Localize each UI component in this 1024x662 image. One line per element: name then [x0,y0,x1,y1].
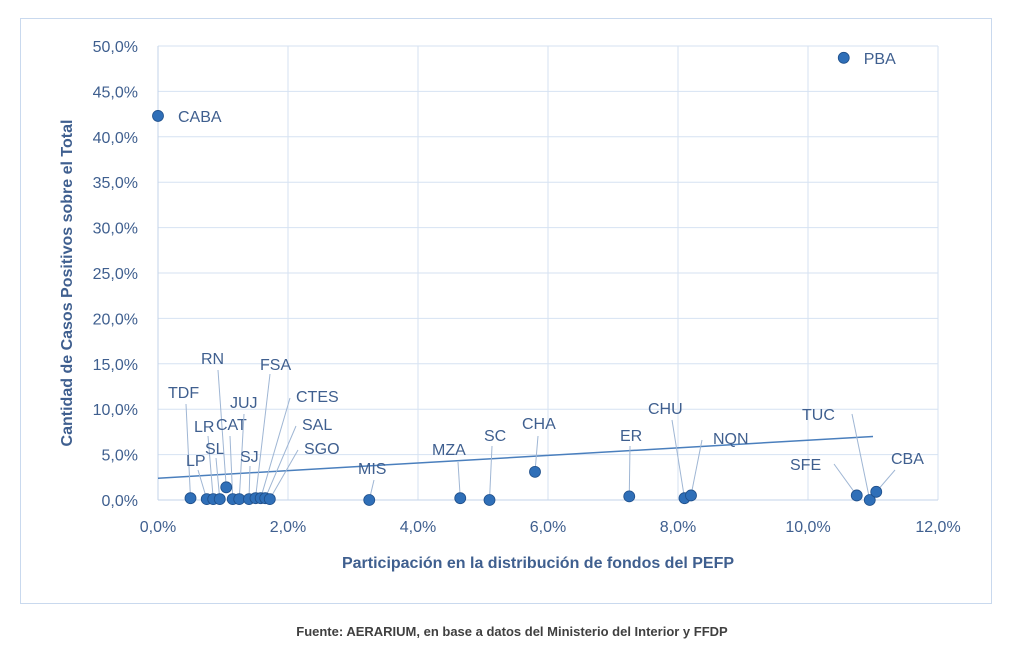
data-point-tdf [184,492,197,505]
data-point-cba [870,485,883,498]
y-tick-label: 40,0% [93,130,138,147]
x-tick-label: 8,0% [660,519,696,536]
trendline [157,435,874,479]
y-tick-label: 20,0% [93,311,138,328]
leader-line-er [628,445,631,497]
leader-line-nqn [690,439,703,496]
data-label-lr: LR [194,419,214,436]
data-point-cha [529,465,541,478]
source-note: Fuente: AERARIUM, en base a datos del Mi… [296,624,728,639]
y-tick-label: 10,0% [93,402,138,419]
y-tick-label: 5,0% [102,448,138,465]
data-label-sfe: SFE [790,457,821,474]
data-point-mza [454,492,467,505]
data-point-mis [363,494,376,506]
leader-line-juj [238,413,245,500]
data-label-cba: CBA [891,451,924,468]
data-label-sj: SJ [240,449,259,466]
data-label-nqn: NQN [713,431,749,448]
data-point-pba [837,51,850,64]
y-tick-label: 50,0% [93,39,138,56]
y-tick-label: 0,0% [102,493,138,510]
x-tick-label: 12,0% [915,519,960,536]
leader-line-rn [217,369,227,488]
data-point-caba [152,110,164,122]
leader-line-cat [229,435,234,500]
leader-line-ctes [260,397,291,499]
leader-line-mza [457,461,461,499]
x-tick-label: 4,0% [400,519,436,536]
leader-line-cha [534,435,539,472]
data-label-er: ER [620,428,642,445]
data-label-mis: MIS [358,461,386,478]
leader-line-sgo [269,449,299,500]
data-point-sc [483,494,496,506]
data-label-sc: SC [484,428,506,445]
x-tick-label: 2,0% [270,519,306,536]
data-label-juj: JUJ [230,395,258,412]
data-label-tuc: TUC [802,407,835,424]
data-label-lp: LP [186,453,206,470]
data-label-mza: MZA [432,442,466,459]
y-tick-label: 30,0% [93,221,138,238]
data-label-cha: CHA [522,416,556,433]
leader-line-sal [264,425,297,499]
data-point-sfe [850,489,863,502]
chart-frame [20,18,992,604]
x-tick-label: 0,0% [140,519,176,536]
data-label-sal: SAL [302,417,332,434]
data-label-ctes: CTES [296,389,339,406]
data-point-sgo [263,493,276,505]
x-tick-label: 10,0% [785,519,830,536]
leader-line-fsa [255,373,271,499]
data-label-caba: CABA [178,109,222,126]
y-tick-label: 15,0% [93,357,138,374]
leader-line-sfe [833,463,858,496]
y-tick-label: 35,0% [93,175,138,192]
data-label-cat: CAT [216,417,247,434]
data-point-nqn [685,489,697,502]
data-point-tuc [863,494,876,506]
data-point-sl [213,493,226,505]
data-label-pba: PBA [864,51,896,68]
y-axis-title: Cantidad de Casos Positivos sobre el Tot… [59,120,76,447]
y-tick-label: 25,0% [93,266,138,283]
data-point-er [623,490,636,503]
data-point-rn [220,481,233,494]
leader-line-lr [207,435,214,500]
data-label-rn: RN [201,351,224,368]
leader-line-sc [489,445,493,501]
leader-line-sl [215,457,221,500]
x-axis-title: Participación en la distribución de fond… [342,555,734,572]
leader-line-tdf [185,403,191,499]
leader-line-tuc [851,413,871,501]
data-label-chu: CHU [648,401,683,418]
y-tick-label: 45,0% [93,84,138,101]
x-tick-label: 6,0% [530,519,566,536]
data-label-sl: SL [205,441,225,458]
data-label-fsa: FSA [260,357,291,374]
data-label-sgo: SGO [304,441,340,458]
leader-line-chu [671,419,685,499]
data-label-tdf: TDF [168,385,199,402]
